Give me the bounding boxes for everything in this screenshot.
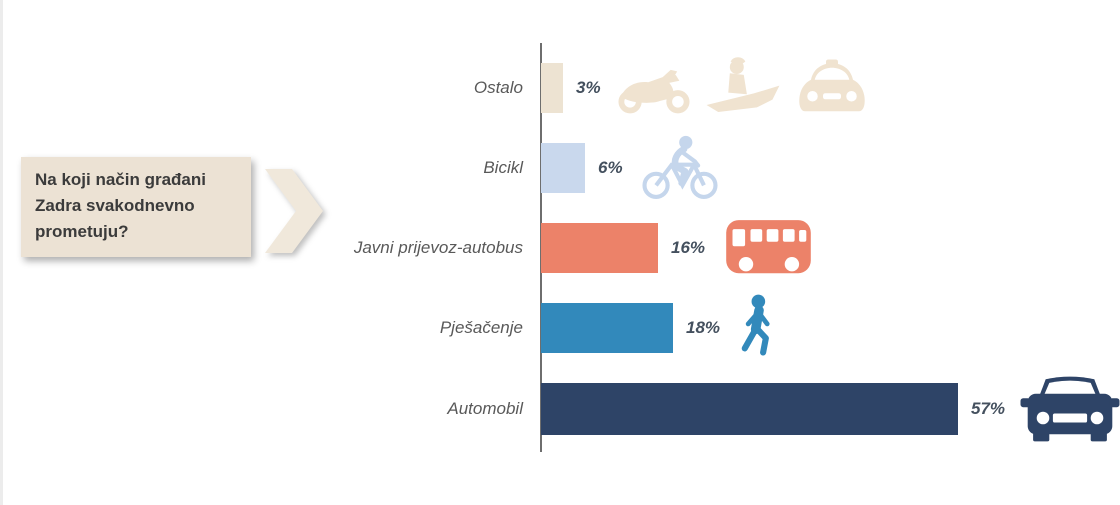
cyclist-icon xyxy=(638,135,722,201)
speedboat-icon xyxy=(704,57,782,119)
category-label: Automobil xyxy=(447,399,523,418)
icon-group xyxy=(616,57,870,119)
bar-row: Javni prijevoz-autobus 16% xyxy=(3,223,1120,273)
category-label: Pješačenje xyxy=(439,318,523,337)
car-icon xyxy=(1020,373,1120,445)
bus-icon xyxy=(720,212,817,284)
pedestrian-icon xyxy=(735,294,779,362)
bar xyxy=(541,143,585,193)
taxi-icon xyxy=(794,58,870,118)
value-label: 3% xyxy=(576,78,601,97)
category-label: Javni prijevoz-autobus xyxy=(353,238,523,257)
callout-text-line: Na koji način građani xyxy=(35,170,206,189)
icon-group xyxy=(638,135,722,201)
value-label: 6% xyxy=(598,158,623,177)
icon-group xyxy=(720,212,817,284)
icon-group xyxy=(735,294,779,362)
bar xyxy=(541,383,958,435)
callout-text-line: prometuju? xyxy=(35,222,129,241)
bar-row: Bicikl 6% xyxy=(3,143,1120,193)
question-callout-box: Na koji način građani Zadra svakodnevno … xyxy=(21,157,251,257)
category-label: Ostalo xyxy=(473,78,523,97)
icon-group xyxy=(1020,373,1120,445)
value-label: 16% xyxy=(671,238,706,257)
category-label: Bicikl xyxy=(483,158,523,177)
bar xyxy=(541,63,563,113)
chevron-right-icon xyxy=(265,169,323,253)
bar xyxy=(541,223,658,273)
value-label: 18% xyxy=(686,318,721,337)
motorcycle-icon xyxy=(616,59,692,117)
bar xyxy=(541,303,673,353)
value-label: 57% xyxy=(971,399,1006,418)
bar-row: Pješačenje 18% xyxy=(3,303,1120,353)
bar-row: Automobil 57% xyxy=(3,383,1120,435)
bar-row: Ostalo 3% xyxy=(3,63,1120,113)
plot-area: Ostalo 3% Bicikl 6% Javni prijevoz-autob… xyxy=(3,43,1120,495)
callout-text-line: Zadra svakodnevno xyxy=(35,196,195,215)
